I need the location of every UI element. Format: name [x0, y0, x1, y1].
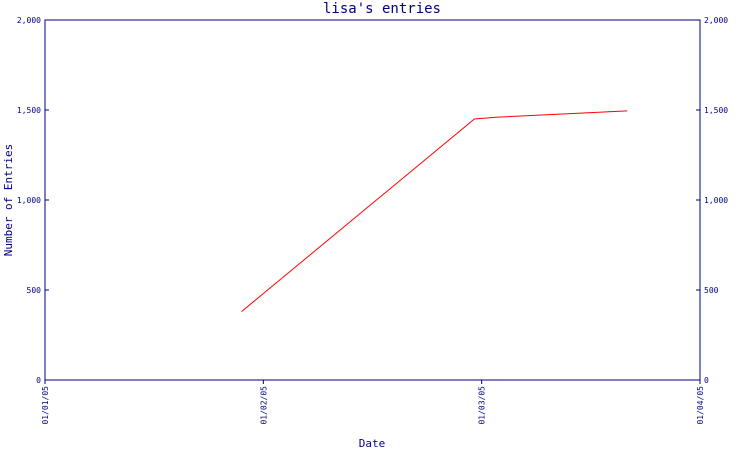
y-tick-label-right: 500: [704, 286, 719, 295]
x-tick-label: 01/03/05: [478, 386, 487, 425]
y-tick-labels-right: 0 500 1,000 1,500 2,000: [704, 16, 728, 385]
x-axis-label: Date: [359, 437, 386, 450]
x-tick-labels: 01/01/05 01/02/05 01/03/05 01/04/05: [41, 386, 705, 425]
series-group: [241, 110, 628, 312]
y-tick-label-right: 1,000: [704, 196, 728, 205]
y-tick-label: 500: [27, 286, 42, 295]
y-tick-label-right: 0: [704, 376, 709, 385]
y-axis-label: Number of Entries: [2, 144, 15, 257]
x-tick-label: 01/04/05: [696, 386, 705, 425]
y-tick-labels-left: 0 500 1,000 1,500 2,000: [17, 16, 41, 385]
axis-ticks: [44, 19, 701, 384]
y-tick-label-right: 2,000: [704, 16, 728, 25]
y-tick-label: 0: [36, 376, 41, 385]
y-tick-label: 1,000: [17, 196, 41, 205]
series-line: [241, 110, 628, 312]
x-tick-label: 01/02/05: [259, 386, 268, 425]
chart-title: lisa's entries: [323, 1, 441, 17]
y-tick-label: 1,500: [17, 106, 41, 115]
x-tick-label: 01/01/05: [41, 386, 50, 425]
y-tick-label-right: 1,500: [704, 106, 728, 115]
y-tick-label: 2,000: [17, 16, 41, 25]
plot-area: [44, 19, 701, 381]
